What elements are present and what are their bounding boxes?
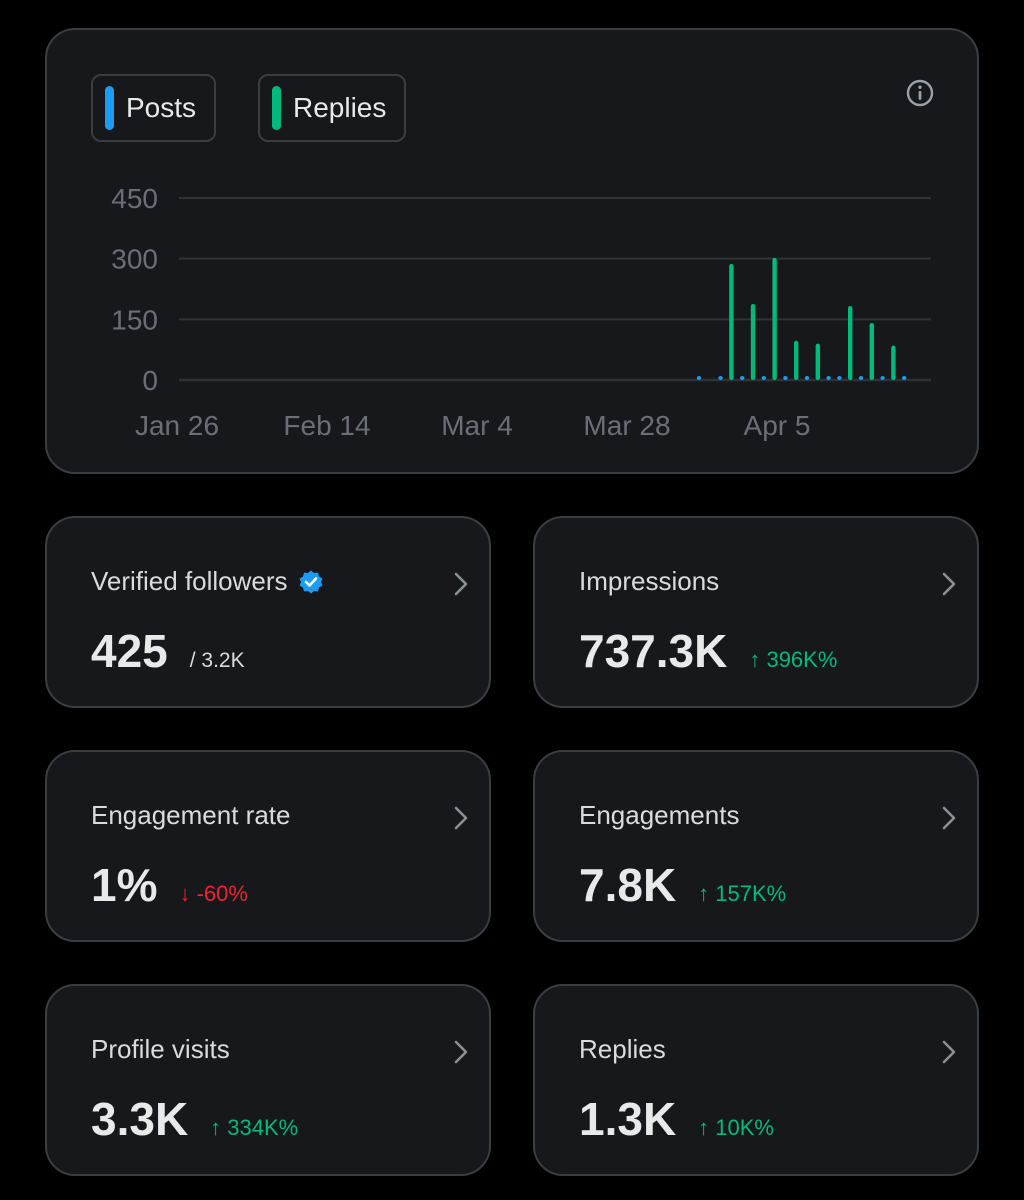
stat-label-row: Profile visits [91,1034,230,1065]
legend-replies[interactable]: Replies [258,74,406,142]
stat-label-row: Replies [579,1034,666,1065]
grid-lines [179,197,931,382]
stat-card-impressions[interactable]: Impressions 737.3K ↑ 396K% [533,516,979,708]
bars [696,257,907,380]
posts-bar [804,376,810,380]
stat-value-row: 737.3K ↑ 396K% [579,624,837,678]
stat-value-row: 3.3K ↑ 334K% [91,1092,298,1146]
stat-delta: ↑ 157K% [698,881,787,906]
chevron-right-icon [942,572,956,596]
replies-bar [891,345,896,380]
verified-badge-icon [299,570,323,593]
posts-swatch [105,86,114,130]
stat-value: 737.3K [579,625,728,677]
stat-label: Profile visits [91,1034,230,1064]
posts-bar [837,376,842,380]
stat-delta: ↑ 10K% [698,1115,774,1140]
stat-delta: ↑ 334K% [210,1115,299,1140]
replies-bar [750,303,756,380]
stat-label: Engagement rate [91,800,291,830]
stat-value: 3.3K [91,1093,189,1145]
posts-bar [696,376,702,380]
stat-value-row: 1.3K ↑ 10K% [579,1092,774,1146]
replies-swatch [272,86,281,130]
stat-delta: ↓ -60% [179,881,248,906]
replies-bar [815,343,820,380]
stat-value-row: 7.8K ↑ 157K% [579,858,786,912]
y-tick-label: 0 [142,365,158,396]
bar-chart: 0 150 300 450 Jan 26 Feb 14 Mar 4 Mar 28 Apr 5 [111,183,931,441]
stat-value: 1.3K [579,1093,677,1145]
legend-posts[interactable]: Posts [91,74,216,142]
posts-bar [740,376,745,380]
stat-delta: ↑ 396K% [749,647,838,672]
stat-value: 1% [91,859,158,911]
replies-bar [794,340,799,380]
chevron-right-icon [942,1040,956,1064]
posts-bar [826,376,831,380]
legend-posts-label: Posts [126,92,197,123]
replies-bar [729,263,734,380]
stat-label-row: Impressions [579,566,719,597]
posts-bar [902,376,907,380]
chevron-right-icon [454,1040,468,1064]
stat-card-engagement-rate[interactable]: Engagement rate 1% ↓ -60% [45,750,491,942]
chevron-right-icon [454,572,468,596]
y-tick-label: 300 [111,244,158,275]
x-tick-label: Mar 28 [583,410,670,441]
stat-value-row: 1% ↓ -60% [91,858,248,912]
posts-bar [880,376,885,380]
x-tick-label: Apr 5 [744,410,811,441]
stat-card-profile-visits[interactable]: Profile visits 3.3K ↑ 334K% [45,984,491,1176]
chevron-right-icon [942,806,956,830]
stat-subvalue: / 3.2K [189,649,245,672]
chart-card: Posts Replies 0 150 300 450 Jan 26 Feb 14 Mar… [45,28,979,474]
stat-value: 425 [91,625,168,677]
y-tick-label: 150 [111,304,158,335]
replies-bar [772,257,777,380]
posts-bar [783,376,788,380]
x-tick-label: Feb 14 [283,410,370,441]
stat-card-engagements[interactable]: Engagements 7.8K ↑ 157K% [533,750,979,942]
stat-label-row: Verified followers [91,566,324,597]
x-tick-label: Jan 26 [135,410,219,441]
stat-value: 7.8K [579,859,677,911]
legend-replies-label: Replies [293,92,387,123]
posts-bar [761,376,766,380]
stat-label: Impressions [579,566,720,596]
y-axis-ticks: 0 150 300 450 [111,183,158,396]
posts-bar [718,376,723,380]
stat-label: Engagements [579,800,740,830]
stat-value-row: 425 / 3.2K [91,624,245,678]
posts-bar [858,376,864,380]
replies-bar [848,305,853,380]
chevron-right-icon [454,806,468,830]
info-circle-icon[interactable] [905,78,935,108]
stat-label-row: Engagement rate [91,800,290,831]
stat-card-replies[interactable]: Replies 1.3K ↑ 10K% [533,984,979,1176]
stat-label: Verified followers [91,566,288,596]
x-tick-label: Mar 4 [441,410,513,441]
y-tick-label: 450 [111,183,158,214]
x-axis-ticks: Jan 26 Feb 14 Mar 4 Mar 28 Apr 5 [135,410,811,441]
replies-bar [869,322,874,380]
stat-card-verified-followers[interactable]: Verified followers 425 / 3.2K [45,516,491,708]
stat-label-row: Engagements [579,800,739,831]
stat-label: Replies [579,1034,666,1064]
